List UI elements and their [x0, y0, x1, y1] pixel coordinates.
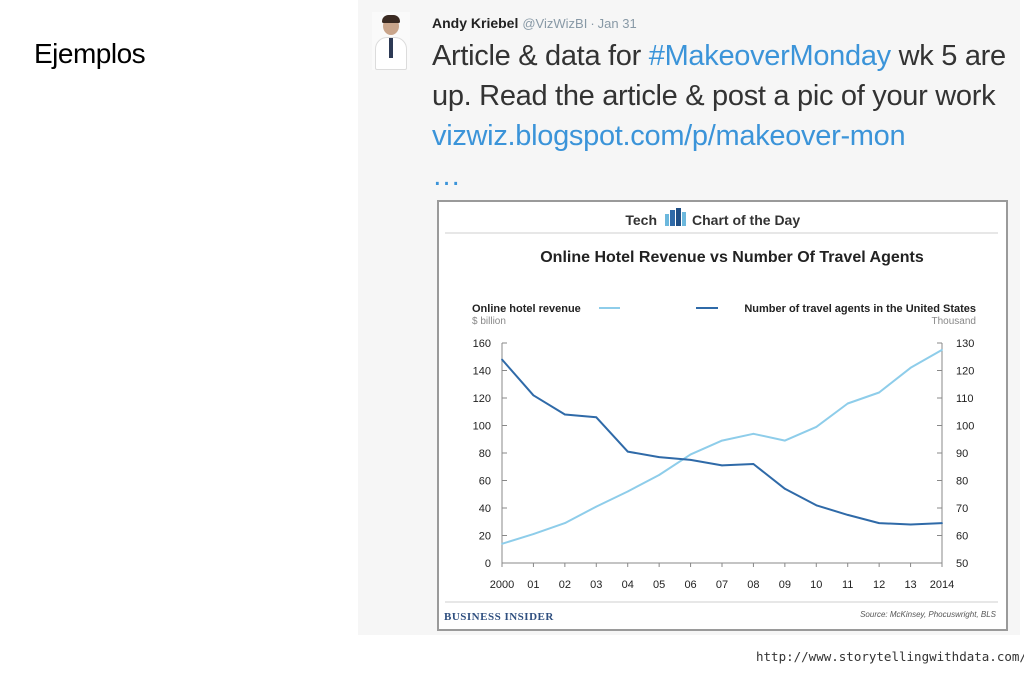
- tweet-date[interactable]: Jan 31: [597, 16, 637, 31]
- x-tick-label: 06: [684, 579, 696, 591]
- right-tick-label: 80: [956, 476, 968, 488]
- source-url-link[interactable]: http://www.storytellingwithdata.com/: [756, 649, 1024, 664]
- x-tick-label: 04: [622, 579, 634, 591]
- data-point-revenue: [784, 439, 786, 442]
- data-point-revenue: [909, 366, 912, 369]
- tweet-header: Andy Kriebel @VizWizBI · Jan 31: [432, 15, 637, 31]
- tech-brand-text: Tech: [625, 212, 657, 228]
- data-point-revenue: [564, 522, 566, 524]
- left-tick-label: 60: [479, 476, 491, 488]
- right-tick-label: 130: [956, 338, 974, 350]
- data-point-agents: [784, 487, 786, 490]
- series-layer: [501, 349, 943, 545]
- x-tick-label: 13: [904, 579, 916, 591]
- data-point-revenue: [689, 453, 692, 456]
- chart-svg: Tech Chart of the Day Online Hotel Reven…: [444, 208, 998, 623]
- chart-title: Online Hotel Revenue vs Number Of Travel…: [540, 249, 924, 266]
- data-point-agents: [626, 450, 629, 453]
- data-point-agents: [595, 416, 598, 419]
- right-tick-label: 100: [956, 421, 974, 433]
- tweet-hashtag-link[interactable]: #MakeoverMonday: [648, 40, 891, 72]
- right-tick-label: 110: [956, 393, 974, 405]
- data-point-revenue: [752, 432, 755, 435]
- right-tick-label: 50: [956, 558, 968, 570]
- left-tick-label: 80: [479, 448, 491, 460]
- avatar[interactable]: [372, 12, 410, 70]
- right-tick-label: 60: [956, 531, 968, 543]
- data-point-agents: [941, 522, 943, 524]
- chart-card: Tech Chart of the Day Online Hotel Reven…: [437, 200, 1008, 631]
- data-point-revenue: [941, 349, 943, 351]
- right-tick-label: 90: [956, 448, 968, 460]
- data-point-agents: [752, 463, 755, 465]
- data-point-revenue: [658, 474, 660, 476]
- data-point-agents: [909, 523, 912, 526]
- tweet-handle[interactable]: @VizWizBI: [522, 16, 588, 31]
- data-point-agents: [564, 413, 566, 416]
- data-point-agents: [501, 358, 503, 361]
- left-axis-unit: $ billion: [472, 316, 506, 327]
- left-tick-label: 40: [479, 503, 491, 515]
- left-tick-label: 120: [473, 393, 491, 405]
- x-tick-label: 09: [779, 579, 791, 591]
- data-point-revenue: [721, 439, 723, 442]
- left-tick-label: 160: [473, 338, 491, 350]
- x-tick-label: 2000: [490, 579, 514, 591]
- tweet-url-link[interactable]: vizwiz.blogspot.com/p/makeover-mon: [432, 120, 906, 152]
- data-point-revenue: [626, 490, 629, 493]
- chart-of-the-day-icon: [665, 208, 686, 226]
- x-tick-label: 05: [653, 579, 665, 591]
- chart-header: Tech Chart of the Day: [445, 208, 998, 234]
- chart-source: Source: McKinsey, Phocuswright, BLS: [860, 610, 997, 619]
- left-tick-label: 20: [479, 531, 491, 543]
- x-tick-label: 01: [527, 579, 539, 591]
- tweet-text-part-2: wk 5 are up. Read the article & post a p…: [432, 40, 1006, 112]
- left-tick-label: 140: [473, 366, 491, 378]
- left-tick-label: 0: [485, 558, 491, 570]
- tweet-author[interactable]: Andy Kriebel: [432, 15, 519, 31]
- tweet-text: Article & data for #MakeoverMonday wk 5 …: [432, 36, 1017, 196]
- legend: Online hotel revenue $ billion Number of…: [472, 303, 976, 327]
- x-tick-label: 12: [873, 579, 885, 591]
- series-line-agents: [501, 358, 943, 526]
- slide-title: Ejemplos: [34, 38, 146, 69]
- x-tick-label: 03: [590, 579, 602, 591]
- legend-label-agents: Number of travel agents in the United St…: [744, 303, 976, 315]
- right-tick-label: 120: [956, 366, 974, 378]
- tweet-separator: ·: [590, 16, 595, 31]
- x-tick-label: 08: [747, 579, 759, 591]
- legend-label-revenue: Online hotel revenue: [472, 303, 581, 315]
- data-point-agents: [532, 394, 535, 397]
- plot-frame: [501, 343, 943, 564]
- tweet-ellipsis[interactable]: …: [432, 160, 461, 192]
- business-insider-logo: BUSINESS INSIDER: [444, 611, 554, 623]
- x-axis: 2000 01 02 03 04 05 06 07 08 09 10 11 12 13 2014: [490, 563, 954, 591]
- left-axis: 0 20 40 60 80 100 120 140 160: [473, 338, 507, 570]
- data-point-agents: [721, 464, 723, 467]
- data-point-agents: [689, 459, 692, 461]
- data-point-agents: [658, 456, 660, 458]
- data-point-revenue: [878, 391, 880, 394]
- data-point-agents: [878, 522, 880, 524]
- right-axis-unit: Thousand: [932, 316, 976, 327]
- data-point-revenue: [815, 426, 818, 428]
- data-point-revenue: [501, 542, 503, 545]
- x-tick-label: 10: [810, 579, 822, 591]
- x-tick-label: 07: [716, 579, 728, 591]
- left-tick-label: 100: [473, 421, 491, 433]
- data-point-revenue: [595, 505, 598, 508]
- series-line-revenue: [501, 349, 943, 545]
- chart-of-the-day-text: Chart of the Day: [692, 212, 800, 228]
- x-tick-label: 11: [842, 579, 853, 591]
- tweet-text-part-1: Article & data for: [432, 40, 649, 72]
- x-tick-label: 02: [559, 579, 571, 591]
- data-point-agents: [846, 514, 849, 516]
- right-axis: 50 60 70 80 90 100 110 120 130: [937, 338, 974, 570]
- data-point-revenue: [846, 402, 849, 405]
- data-point-revenue: [532, 533, 535, 535]
- right-tick-label: 70: [956, 503, 968, 515]
- x-tick-label: 2014: [930, 579, 954, 591]
- data-point-agents: [815, 504, 818, 507]
